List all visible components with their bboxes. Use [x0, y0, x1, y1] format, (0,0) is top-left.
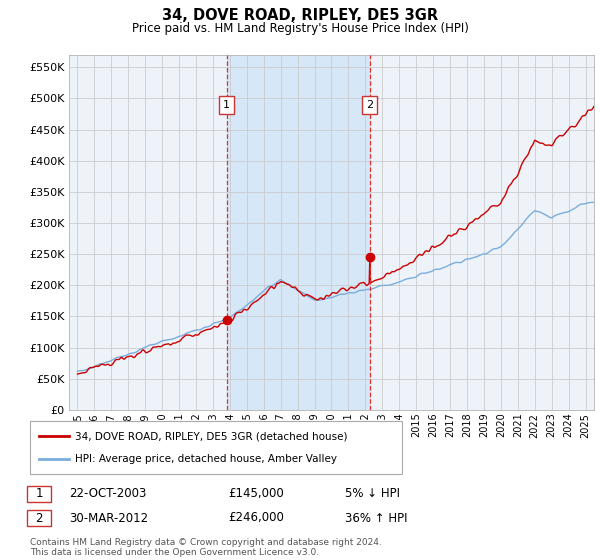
Text: 2: 2 [366, 100, 373, 110]
Text: 5% ↓ HPI: 5% ↓ HPI [345, 487, 400, 501]
Text: Contains HM Land Registry data © Crown copyright and database right 2024.
This d: Contains HM Land Registry data © Crown c… [30, 538, 382, 557]
Text: 22-OCT-2003: 22-OCT-2003 [69, 487, 146, 501]
Text: Price paid vs. HM Land Registry's House Price Index (HPI): Price paid vs. HM Land Registry's House … [131, 22, 469, 35]
Bar [227, 55, 370, 410]
Text: 2: 2 [35, 511, 43, 525]
Text: 36% ↑ HPI: 36% ↑ HPI [345, 511, 407, 525]
Text: 34, DOVE ROAD, RIPLEY, DE5 3GR (detached house): 34, DOVE ROAD, RIPLEY, DE5 3GR (detached… [75, 431, 347, 441]
Text: HPI: Average price, detached house, Amber Valley: HPI: Average price, detached house, Ambe… [75, 454, 337, 464]
Text: 1: 1 [35, 487, 43, 501]
Text: £145,000: £145,000 [228, 487, 284, 501]
Text: £246,000: £246,000 [228, 511, 284, 525]
Text: 1: 1 [223, 100, 230, 110]
Text: 30-MAR-2012: 30-MAR-2012 [69, 511, 148, 525]
Text: 34, DOVE ROAD, RIPLEY, DE5 3GR: 34, DOVE ROAD, RIPLEY, DE5 3GR [162, 8, 438, 24]
